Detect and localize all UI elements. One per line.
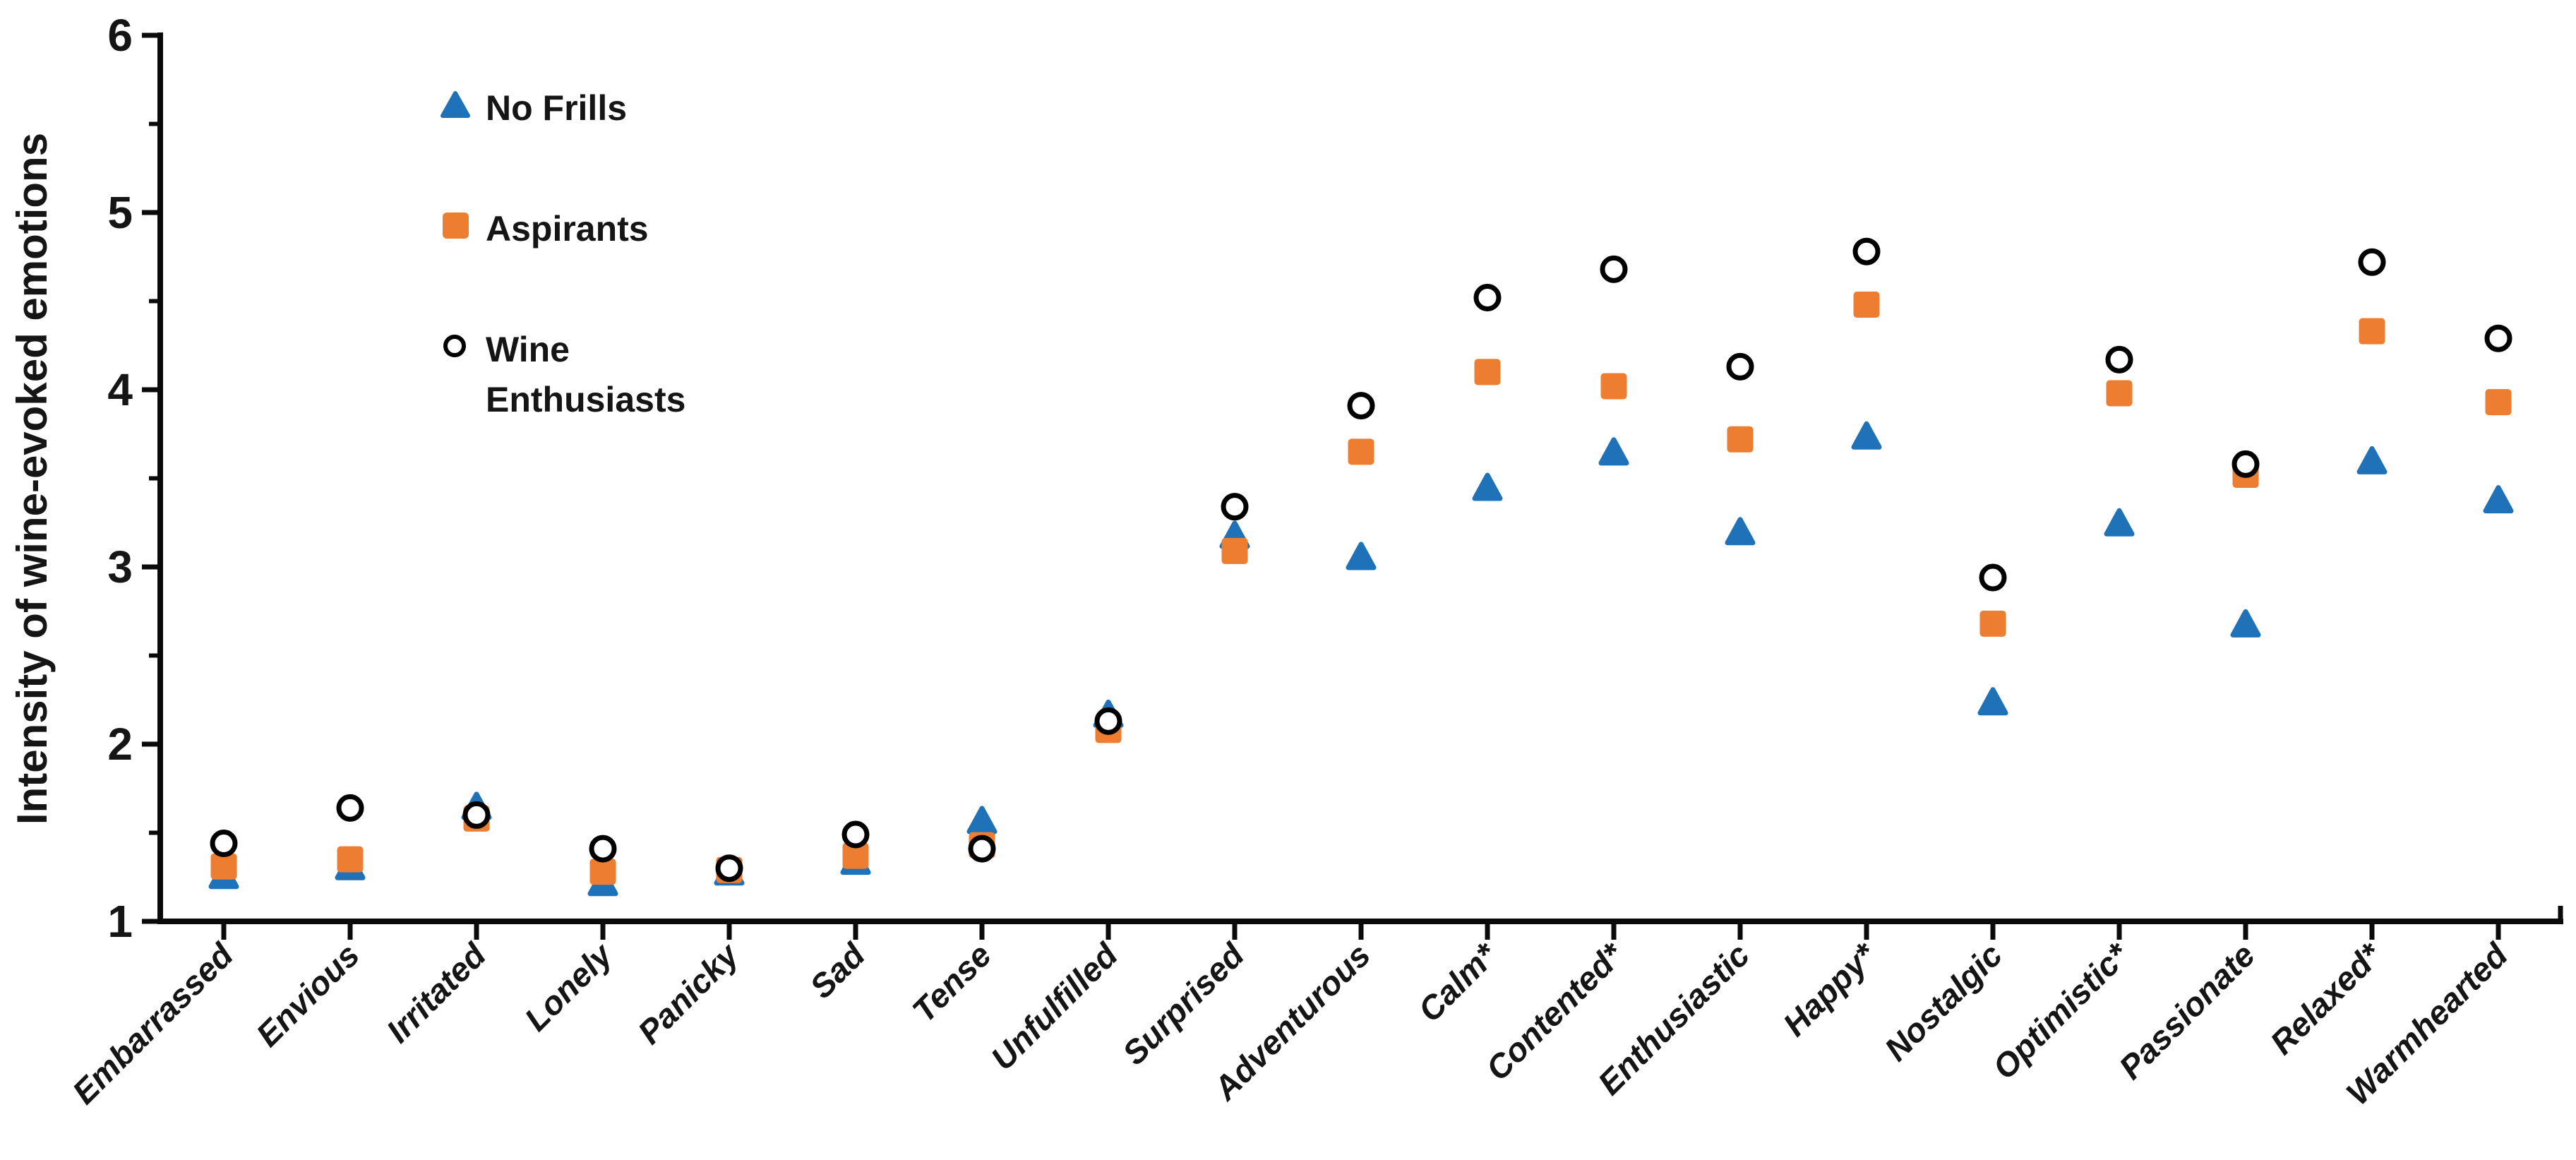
marker-no-frills-14: [1977, 687, 2008, 716]
marker-aspirants-11: [1600, 373, 1627, 400]
marker-wine-enthusiasts-5: [841, 820, 870, 849]
marker-no-frills-15: [2104, 508, 2135, 537]
marker-no-frills-13: [1851, 421, 1882, 450]
marker-aspirants-0: [210, 853, 237, 880]
legend-label-wine-enthusiasts: Wine Enthusiasts: [486, 330, 686, 419]
marker-aspirants-17: [2359, 318, 2385, 345]
x-category-label: Happy*: [1775, 935, 1884, 1044]
marker-aspirants-3: [589, 859, 616, 885]
x-category-label: Panicky: [630, 935, 747, 1051]
x-category-label: Surprised: [1115, 935, 1252, 1072]
x-category-label: Unfulfilled: [983, 935, 1125, 1077]
marker-wine-enthusiasts-9: [1347, 392, 1375, 420]
y-tick-label: 5: [107, 187, 133, 238]
marker-aspirants-15: [2106, 380, 2133, 407]
y-axis-title: Intensity of wine-evoked emotions: [8, 133, 56, 825]
legend-label-no-frills: No Frills: [486, 88, 628, 128]
y-tick-label: 1: [107, 896, 133, 947]
marker-wine-enthusiasts-2: [462, 801, 491, 829]
marker-aspirants-9: [1348, 438, 1374, 465]
marker-no-frills-10: [1472, 472, 1503, 501]
no-frills-triangle-icon: [441, 91, 470, 118]
y-tick-label: 6: [107, 10, 133, 61]
marker-wine-enthusiasts-7: [1094, 707, 1122, 735]
marker-aspirants-18: [2485, 389, 2512, 416]
marker-wine-enthusiasts-8: [1221, 493, 1249, 521]
marker-no-frills-11: [1598, 437, 1629, 466]
y-tick-label: 3: [107, 542, 133, 592]
chart-legend: No Frills Aspirants Wine Enthusiasts: [439, 83, 719, 496]
x-category-label: Lonely: [517, 935, 621, 1039]
marker-wine-enthusiasts-18: [2484, 324, 2512, 352]
x-category-label: Calm*: [1410, 935, 1505, 1029]
marker-wine-enthusiasts-11: [1600, 255, 1628, 283]
marker-aspirants-12: [1727, 426, 1754, 453]
marker-aspirants-10: [1474, 359, 1501, 385]
x-category-label: Optimistic*: [1985, 935, 2137, 1087]
legend-label-aspirants: Aspirants: [486, 209, 649, 249]
marker-wine-enthusiasts-6: [968, 835, 996, 863]
marker-no-frills-6: [966, 806, 998, 835]
wine-enthusiasts-circle-icon: [443, 335, 466, 357]
marker-no-frills-18: [2483, 485, 2514, 514]
legend-item-no-frills: No Frills: [439, 83, 719, 133]
x-category-label: Envious: [248, 936, 366, 1054]
marker-wine-enthusiasts-10: [1473, 283, 1502, 311]
marker-wine-enthusiasts-15: [2105, 345, 2133, 373]
marker-wine-enthusiasts-0: [210, 830, 238, 858]
x-category-label: Passionate: [2111, 936, 2262, 1087]
x-category-label: Relaxed*: [2263, 935, 2390, 1062]
marker-aspirants-5: [842, 842, 869, 869]
marker-aspirants-8: [1221, 537, 1248, 564]
marker-no-frills-17: [2356, 446, 2388, 474]
x-category-label: Tense: [905, 936, 998, 1029]
legend-item-aspirants: Aspirants: [439, 204, 719, 254]
marker-no-frills-9: [1346, 542, 1377, 570]
marker-aspirants-14: [1979, 610, 2006, 637]
x-category-label: Embarrassed: [65, 935, 241, 1111]
marker-wine-enthusiasts-17: [2358, 248, 2386, 276]
x-category-label: Sad: [803, 935, 873, 1005]
y-tick-label: 2: [107, 719, 133, 770]
marker-aspirants-1: [337, 846, 364, 873]
marker-wine-enthusiasts-3: [589, 835, 617, 863]
x-category-label: Nostalgic: [1877, 936, 2009, 1068]
marker-wine-enthusiasts-1: [336, 794, 364, 822]
marker-wine-enthusiasts-13: [1852, 237, 1881, 265]
marker-aspirants-13: [1853, 292, 1880, 318]
marker-wine-enthusiasts-12: [1726, 352, 1754, 381]
marker-no-frills-12: [1725, 517, 1756, 546]
x-category-label: Irritated: [379, 935, 493, 1050]
aspirants-square-icon: [443, 213, 469, 239]
marker-wine-enthusiasts-16: [2231, 450, 2260, 478]
legend-item-wine-enthusiasts: Wine Enthusiasts: [439, 325, 719, 425]
y-tick-label: 4: [107, 364, 133, 415]
marker-wine-enthusiasts-4: [715, 854, 743, 883]
marker-no-frills-16: [2230, 609, 2261, 638]
marker-wine-enthusiasts-14: [1979, 563, 2007, 592]
